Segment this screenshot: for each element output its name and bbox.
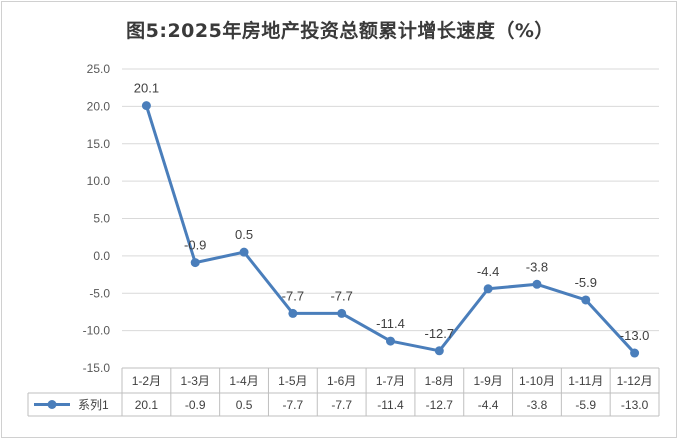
data-point <box>434 346 444 356</box>
data-point <box>386 336 395 346</box>
y-tick-label: 15.0 <box>87 137 111 151</box>
data-point <box>532 279 542 289</box>
data-label: -13.0 <box>620 328 650 343</box>
table-value: -4.4 <box>478 398 499 412</box>
y-tick-label: -5.0 <box>89 286 110 300</box>
x-category-label: 1-8月 <box>425 374 454 388</box>
y-tick-label: -10.0 <box>83 324 111 338</box>
table-value: -12.7 <box>426 398 454 412</box>
data-label: 0.5 <box>235 227 253 242</box>
chart-title: 图5:2025年房地产投资总额累计增长速度（%） <box>126 20 554 42</box>
data-point <box>337 308 347 318</box>
data-point <box>483 284 493 294</box>
table-value: -5.9 <box>575 398 596 412</box>
x-category-label: 1-7月 <box>376 374 405 388</box>
x-category-label: 1-2月 <box>132 374 161 388</box>
y-tick-label: 10.0 <box>87 174 111 188</box>
data-points <box>141 101 640 358</box>
data-label: -5.9 <box>575 275 597 290</box>
gridlines <box>122 68 659 332</box>
data-point <box>190 258 200 268</box>
x-category-label: 1-9月 <box>473 374 502 388</box>
x-category-label: 1-10月 <box>519 374 555 388</box>
data-point <box>141 101 151 111</box>
table-value: 20.1 <box>135 398 159 412</box>
table-value: -7.7 <box>283 398 304 412</box>
data-label: -7.7 <box>282 288 304 303</box>
data-label: -12.7 <box>424 326 454 341</box>
x-category-label: 1-5月 <box>278 374 307 388</box>
data-point <box>581 295 591 305</box>
table-value: -11.4 <box>377 398 404 412</box>
data-table: 1-2月 1-3月 1-4月 1-5月 1-6月 1-7月 1-8月 1-9月 1-10月 1-1… <box>27 367 660 417</box>
x-category-label: 1-3月 <box>181 374 210 388</box>
data-label: -11.4 <box>376 316 405 331</box>
legend-series-name: 系列1 <box>78 398 109 412</box>
data-point <box>630 348 640 358</box>
x-category-label: 1-12月 <box>617 374 653 388</box>
data-label: -4.4 <box>477 264 499 279</box>
data-label: 20.1 <box>134 81 159 96</box>
data-labels: 20.1 -0.9 0.5 -7.7 -7.7 -11.4 -12.7 -4.4 -3.8 -5.… <box>134 81 650 343</box>
y-tick-label: 20.0 <box>87 99 111 113</box>
x-category-label: 1-6月 <box>327 374 356 388</box>
table-value: -3.8 <box>527 398 548 412</box>
legend-marker <box>47 400 57 409</box>
table-value: -7.7 <box>331 398 352 412</box>
data-label: -0.9 <box>184 238 206 253</box>
data-point <box>288 308 298 318</box>
x-category-label: 1-11月 <box>568 374 603 388</box>
data-label: -3.8 <box>526 259 548 274</box>
table-value: 0.5 <box>236 398 253 412</box>
table-value: -13.0 <box>621 398 649 412</box>
data-point <box>239 247 249 257</box>
x-category-label: 1-4月 <box>229 374 258 388</box>
table-value: -0.9 <box>185 398 206 412</box>
y-axis: 25.0 20.0 15.0 10.0 5.0 0.0 -5.0 -10.0 -15.0 <box>83 62 111 375</box>
y-tick-label: 5.0 <box>93 212 110 226</box>
y-tick-label: -15.0 <box>83 361 111 375</box>
y-tick-label: 25.0 <box>87 62 111 76</box>
y-tick-label: 0.0 <box>93 249 110 263</box>
data-label: -7.7 <box>330 288 352 303</box>
